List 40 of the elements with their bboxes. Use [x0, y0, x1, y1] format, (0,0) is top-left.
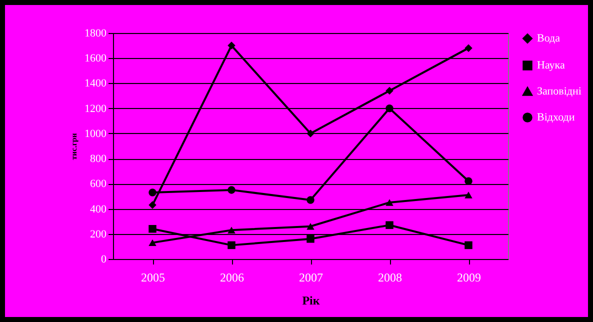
y-tick-label: 800: [90, 153, 107, 166]
x-tick-label: 2006: [220, 270, 244, 284]
point: [306, 223, 314, 230]
point: [148, 239, 156, 246]
y-axis-title: тис.грн: [70, 132, 78, 160]
x-tick-label: 2009: [457, 270, 481, 284]
x-tick-label: 2008: [378, 270, 402, 284]
x-tick-label: 2007: [299, 270, 323, 284]
point: [148, 224, 156, 233]
y-tick-label: 1000: [84, 128, 107, 140]
point: [228, 241, 236, 250]
x-axis-title: Рік: [302, 294, 320, 308]
point: [148, 188, 156, 196]
point: [306, 130, 314, 138]
point: [386, 104, 394, 112]
point: [306, 235, 314, 243]
point: [386, 86, 394, 95]
y-tick-label: 200: [90, 228, 107, 240]
point: [228, 226, 236, 234]
point: [464, 44, 472, 52]
point: [306, 196, 314, 204]
y-tick-label: 600: [90, 178, 107, 190]
point: [148, 201, 156, 209]
legend-label: Вода: [537, 32, 560, 44]
point: [228, 186, 236, 194]
y-tick-label: 0: [101, 254, 107, 266]
point: [464, 192, 472, 198]
legend-label: Наука: [537, 60, 565, 72]
y-tick-label: 400: [90, 203, 107, 216]
point: [464, 241, 472, 250]
x-tick-label: 2005: [141, 270, 165, 284]
y-tick-label: 1400: [84, 78, 107, 90]
point: [228, 42, 236, 50]
point: [386, 199, 394, 206]
legend-label: Відходи: [537, 112, 575, 124]
y-tick-label: 1800: [84, 28, 107, 40]
y-tick-label: 1200: [84, 102, 107, 115]
point: [386, 221, 394, 229]
legend-label: Заповідні: [537, 86, 582, 98]
y-tick-label: 1600: [84, 52, 107, 65]
